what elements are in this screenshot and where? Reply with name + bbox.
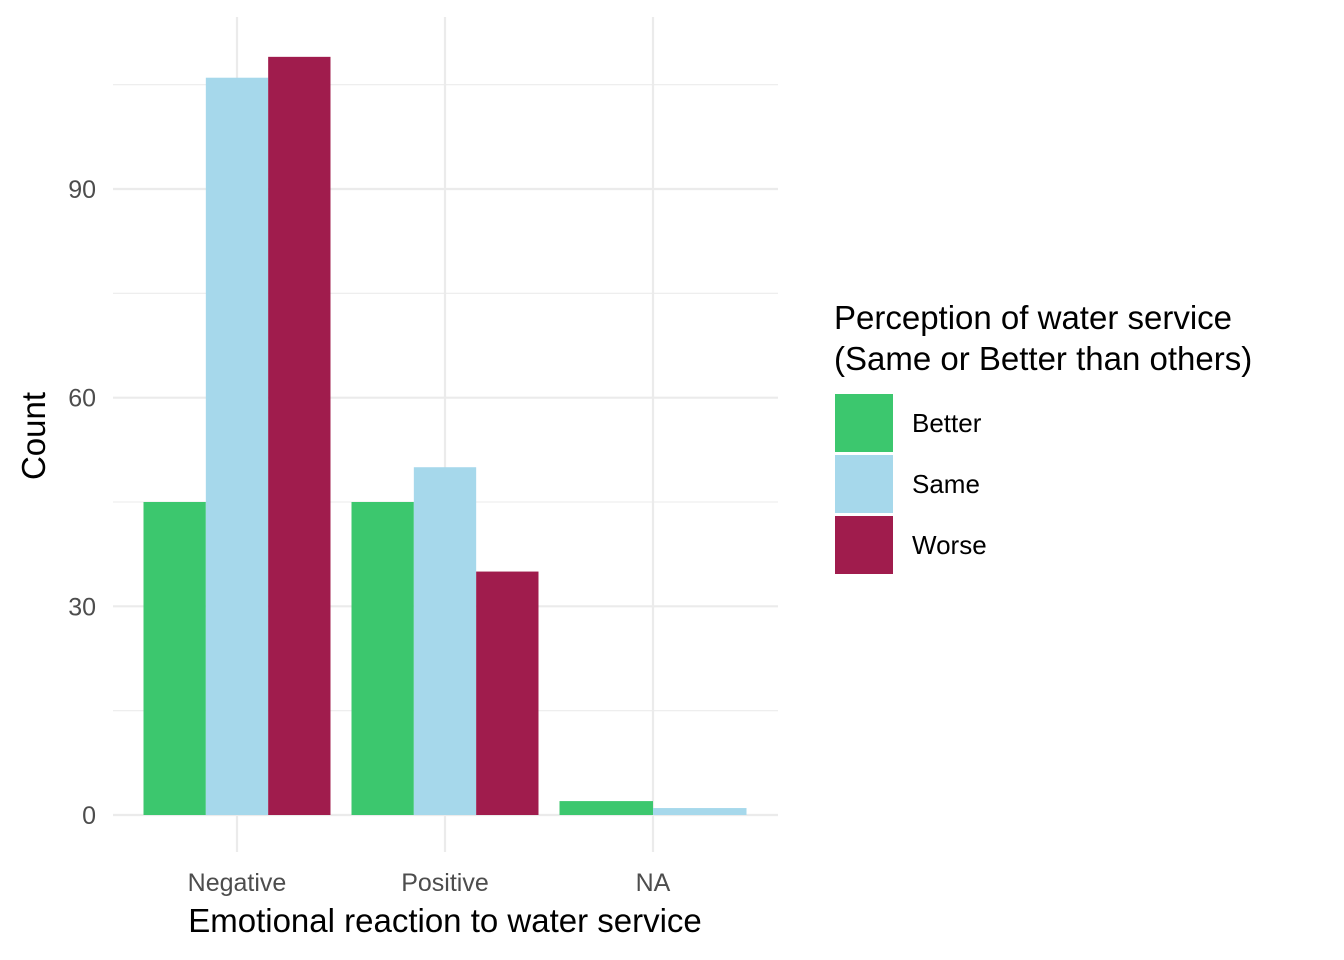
bar-na-better (559, 801, 653, 815)
legend-key-worse (835, 516, 893, 574)
legend-title-line-1: Perception of water service (834, 299, 1232, 336)
bar-negative-better (143, 502, 206, 815)
legend-key-same (835, 455, 893, 513)
y-tick-label: 90 (68, 176, 96, 204)
x-tick-label: Positive (401, 869, 489, 897)
legend-label-worse: Worse (912, 530, 987, 560)
x-tick-label: NA (636, 869, 671, 897)
y-tick-label: 0 (82, 802, 96, 830)
bar-negative-worse (268, 56, 331, 816)
legend-key-better (835, 394, 893, 452)
y-tick-label: 30 (68, 593, 96, 621)
x-tick-label: Negative (188, 869, 287, 897)
bar-positive-worse (476, 571, 539, 815)
y-tick-label: 60 (68, 385, 96, 413)
y-axis-ticks: 0 30 60 90 (68, 176, 96, 830)
x-axis-title: Emotional reaction to water service (188, 902, 702, 939)
bar-positive-better (351, 502, 414, 815)
bar-positive-same (413, 467, 477, 815)
legend-label-same: Same (912, 469, 980, 499)
legend-items: Better Same Worse (835, 394, 987, 574)
legend: Perception of water service (Same or Bet… (834, 299, 1252, 574)
legend-label-better: Better (912, 408, 982, 438)
x-axis-ticks: Negative Positive NA (188, 869, 671, 897)
bars (143, 56, 747, 816)
y-axis-title: Count (15, 392, 52, 480)
bar-negative-same (205, 77, 269, 815)
legend-title-line-2: (Same or Better than others) (834, 340, 1252, 377)
bar-na-same (653, 808, 747, 815)
